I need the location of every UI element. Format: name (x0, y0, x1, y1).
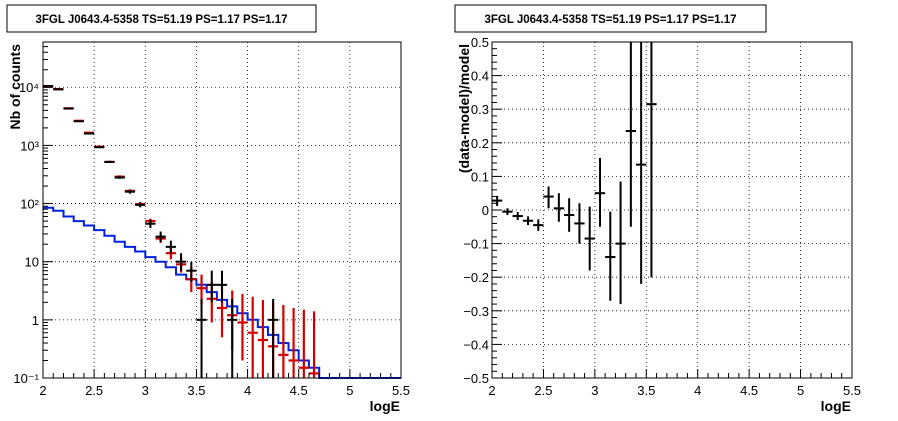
data-point (124, 189, 136, 194)
y-tick-label: 10³ (20, 138, 39, 153)
counts-y-label: Nb of counts (7, 44, 23, 130)
x-tick-label: 4 (694, 383, 701, 398)
x-tick-label: 2 (39, 383, 46, 398)
y-tick-label: 0.4 (471, 69, 489, 84)
counts-x-label: logE (370, 398, 400, 414)
data-point (155, 231, 166, 242)
data-point (196, 298, 207, 378)
residuals-y-label: (data-model)/model (456, 44, 472, 173)
y-tick-label: 0.2 (471, 136, 489, 151)
residual-points (492, 42, 657, 305)
y-tick-label: −0.2 (463, 270, 489, 285)
y-tick-label: 10⁴ (19, 80, 39, 95)
residual-point (492, 195, 503, 206)
data-point (216, 270, 228, 303)
y-tick-label: −0.1 (463, 237, 489, 252)
counts-frame (42, 41, 402, 379)
residual-point (625, 42, 636, 227)
x-tick-label: 4.5 (740, 383, 758, 398)
x-tick-label: 5.5 (843, 383, 861, 398)
data-point (63, 107, 74, 110)
data-point (186, 261, 197, 282)
data-point (165, 240, 176, 254)
data-point (206, 270, 217, 303)
model-point (237, 293, 248, 361)
x-tick-label: 2.5 (85, 383, 103, 398)
data-point (175, 253, 187, 271)
residuals-panel: 3FGL J0643.4-5358 TS=51.19 PS=1.17 PS=1.… (454, 4, 861, 414)
counts-title-box (6, 4, 317, 33)
residual-point (594, 157, 606, 227)
y-tick-label: −0.3 (463, 304, 489, 319)
y-tick-label: 0.1 (471, 169, 489, 184)
model-point (308, 311, 320, 378)
y-tick-label: 0.5 (471, 35, 489, 50)
residual-point (553, 193, 564, 222)
residual-point (584, 206, 595, 271)
model-point (298, 309, 309, 378)
x-tick-label: 5 (346, 383, 353, 398)
residual-point (502, 208, 513, 216)
counts-x-ticks: 2 2.5 3 3.5 4 4.5 5 5.5 (39, 369, 410, 398)
residual-point (564, 198, 575, 232)
y-tick-label: 10² (20, 197, 39, 212)
residual-point (522, 216, 534, 226)
counts-grid (43, 42, 401, 378)
residuals-y-ticks: −0.5 −0.4 −0.3 −0.2 −0.1 0 0.1 0.2 0.3 0.4 0.5 (463, 35, 502, 386)
x-tick-label: 5.5 (392, 383, 410, 398)
model-point (278, 305, 289, 378)
residuals-title-box (454, 4, 767, 33)
counts-title: 3FGL J0643.4-5358 TS=51.19 PS=1.17 PS=1.… (35, 14, 287, 26)
residual-point (512, 212, 523, 221)
residual-point (636, 42, 647, 284)
data-point (73, 120, 84, 123)
counts-panel: 3FGL J0643.4-5358 TS=51.19 PS=1.17 PS=1.… (6, 4, 410, 414)
x-tick-label: 4.5 (290, 383, 308, 398)
x-tick-label: 4 (244, 383, 251, 398)
observed-count-points (43, 85, 279, 378)
x-tick-label: 3 (142, 383, 149, 398)
data-point (145, 219, 156, 228)
y-tick-label: 10 (25, 255, 39, 270)
data-point (104, 160, 115, 163)
data-point (83, 132, 95, 135)
data-point (135, 202, 146, 208)
x-tick-label: 3.5 (637, 383, 655, 398)
data-point (227, 298, 238, 378)
data-point (53, 88, 64, 91)
y-tick-label: −0.4 (463, 337, 489, 352)
residual-point (533, 219, 544, 231)
residual-point (615, 181, 626, 305)
x-tick-label: 3 (591, 383, 598, 398)
model-point (247, 296, 258, 378)
x-tick-label: 3.5 (187, 383, 205, 398)
residual-point (605, 211, 616, 301)
y-tick-label: 0.3 (471, 102, 489, 117)
residuals-x-ticks: 2 2.5 3 3.5 4 4.5 5 5.5 (488, 369, 861, 398)
data-point (114, 175, 125, 179)
y-tick-label: 1 (32, 313, 39, 328)
y-tick-label: −0.5 (463, 371, 489, 386)
x-tick-label: 2.5 (534, 383, 552, 398)
x-tick-label: 2 (488, 383, 495, 398)
data-point (43, 85, 54, 88)
y-tick-label: 10⁻¹ (13, 371, 39, 386)
counts-y-ticks: 10⁻¹ 1 10 10² 10³ 10⁴ (13, 41, 53, 386)
residuals-title: 3FGL J0643.4-5358 TS=51.19 PS=1.17 PS=1.… (484, 14, 736, 26)
residual-point (574, 203, 585, 244)
residuals-grid (492, 42, 852, 378)
residual-point (543, 186, 554, 209)
model-point (257, 299, 269, 378)
y-tick-label: 0 (482, 203, 489, 218)
residuals-x-label: logE (821, 398, 851, 414)
model-point (288, 307, 299, 378)
data-point (94, 146, 105, 149)
x-tick-label: 5 (797, 383, 804, 398)
residual-point (646, 42, 657, 278)
data-point (268, 298, 279, 378)
